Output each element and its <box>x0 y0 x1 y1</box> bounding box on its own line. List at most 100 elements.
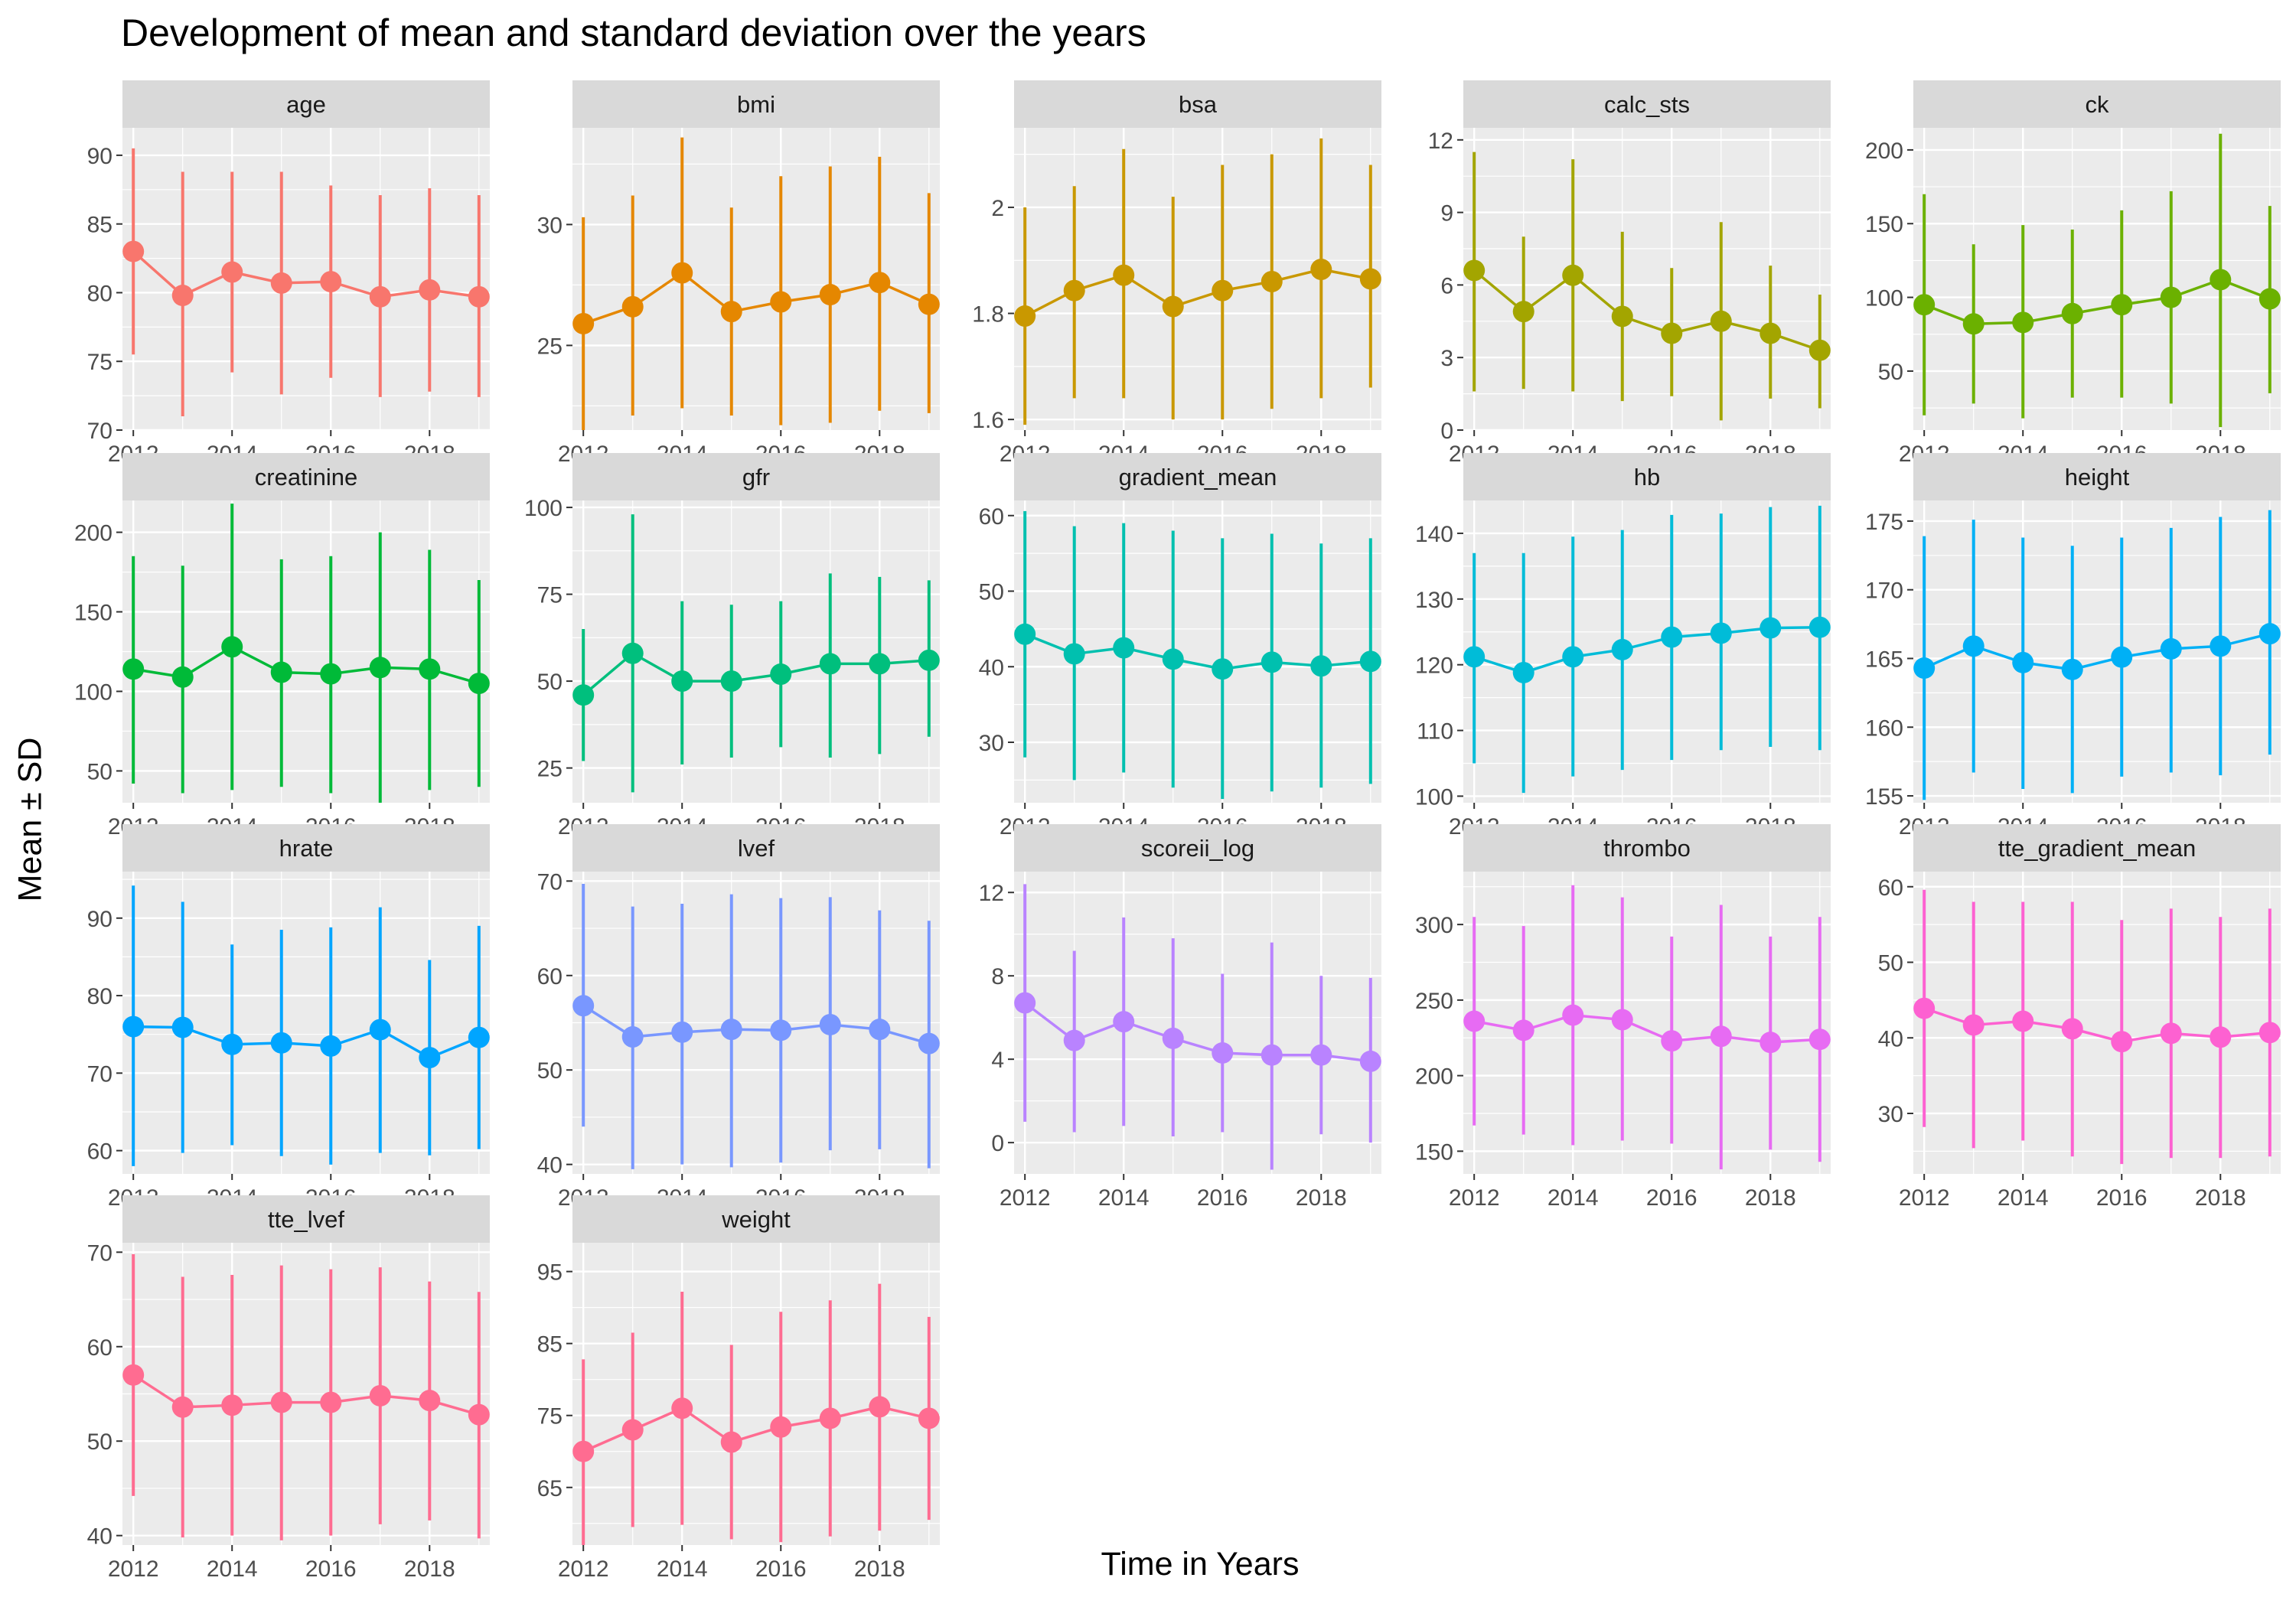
mean-point <box>1063 1029 1085 1051</box>
y-tick-label: 60 <box>537 964 563 989</box>
mean-point <box>1463 646 1486 668</box>
mean-point <box>122 1015 145 1038</box>
mean-point <box>1611 305 1633 328</box>
y-tick-label: 100 <box>1415 784 1453 810</box>
facet-strip-label: hb <box>1634 464 1660 491</box>
mean-point <box>1212 1042 1234 1064</box>
mean-point <box>171 1396 194 1418</box>
y-tick-label: 25 <box>537 757 563 782</box>
facet-strip-label: hrate <box>279 835 334 862</box>
y-tick-label: 50 <box>979 580 1004 605</box>
mean-point <box>1063 643 1085 665</box>
y-tick-label: 50 <box>1878 951 1903 976</box>
y-tick-label: 200 <box>1865 139 1903 164</box>
mean-point <box>2111 294 2133 316</box>
mean-point <box>720 670 742 693</box>
mean-point <box>1710 310 1732 332</box>
panel-background <box>1014 128 1381 430</box>
mean-point <box>1661 322 1683 344</box>
x-tick-label: 2014 <box>1548 1185 1599 1211</box>
mean-point <box>1760 617 1782 639</box>
mean-point <box>621 1419 644 1441</box>
facet-panel-gfr: gfr2550751002012201420162018 <box>524 453 940 839</box>
mean-point <box>419 658 441 680</box>
mean-point <box>1113 1011 1135 1033</box>
y-tick-label: 60 <box>1878 875 1903 901</box>
mean-point <box>221 261 243 283</box>
mean-point <box>1261 270 1283 292</box>
x-tick-label: 2016 <box>305 1556 357 1582</box>
mean-point <box>320 663 342 685</box>
mean-point <box>171 1016 194 1038</box>
y-tick-label: 140 <box>1415 522 1453 547</box>
y-axis-label: Mean ± SD <box>11 737 49 902</box>
y-tick-label: 1.8 <box>972 302 1004 328</box>
y-tick-label: 0 <box>1440 419 1453 444</box>
mean-point <box>1014 305 1036 328</box>
facet-strip <box>1913 824 2281 872</box>
y-tick-label: 160 <box>1865 715 1903 741</box>
mean-point <box>2210 269 2232 291</box>
mean-point <box>2111 1031 2133 1053</box>
facet-strip-label: scoreii_log <box>1141 835 1254 862</box>
y-tick-label: 40 <box>1878 1026 1903 1051</box>
mean-point <box>671 1021 693 1043</box>
y-tick-label: 70 <box>537 869 563 895</box>
mean-point <box>918 293 940 315</box>
mean-point <box>2160 1022 2182 1045</box>
facet-strip <box>122 453 490 500</box>
mean-point <box>2160 286 2182 308</box>
mean-point <box>270 272 292 294</box>
mean-point <box>918 1032 940 1054</box>
facet-strip <box>572 453 940 500</box>
facet-strip-label: weight <box>721 1206 791 1233</box>
facet-strip-label: creatinine <box>255 464 357 491</box>
facet-strip-label: thrombo <box>1603 835 1691 862</box>
y-tick-label: 40 <box>537 1153 563 1178</box>
facet-panel-height: height1551601651701752012201420162018 <box>1865 453 2281 839</box>
mean-point <box>320 1035 342 1057</box>
mean-point <box>171 285 194 307</box>
x-tick-label: 2016 <box>1197 1185 1248 1211</box>
mean-point <box>221 1394 243 1416</box>
y-tick-label: 85 <box>537 1332 563 1358</box>
panel-background <box>122 128 490 430</box>
panel-background <box>1463 500 1831 803</box>
mean-point <box>221 1033 243 1055</box>
mean-point <box>1962 635 1985 657</box>
mean-point <box>671 1397 693 1420</box>
mean-point <box>2061 1018 2083 1040</box>
mean-point <box>1808 339 1831 361</box>
mean-point <box>270 1032 292 1054</box>
facet-strip <box>572 1195 940 1243</box>
facet-panel-calc_sts: calc_sts0369122012201420162018 <box>1428 80 1831 467</box>
mean-point <box>369 285 391 308</box>
mean-point <box>2061 302 2083 324</box>
y-tick-label: 30 <box>979 731 1004 756</box>
x-tick-label: 2018 <box>1296 1185 1347 1211</box>
mean-point <box>1808 1028 1831 1051</box>
x-tick-label: 2014 <box>1098 1185 1150 1211</box>
mean-point <box>1014 623 1036 645</box>
y-tick-label: 80 <box>87 984 113 1009</box>
mean-point <box>770 1019 792 1041</box>
mean-point <box>869 1396 891 1418</box>
mean-point <box>1310 1044 1332 1066</box>
mean-point <box>1310 259 1332 281</box>
chart-title: Development of mean and standard deviati… <box>121 11 1146 54</box>
facet-strip <box>1463 824 1831 872</box>
x-tick-label: 2012 <box>1000 1185 1051 1211</box>
y-tick-label: 50 <box>537 1058 563 1084</box>
facet-panel-bmi: bmi25302012201420162018 <box>537 80 940 467</box>
y-tick-label: 95 <box>537 1260 563 1286</box>
mean-point <box>819 1013 841 1035</box>
mean-point <box>1710 1025 1732 1048</box>
mean-point <box>1913 657 1936 680</box>
y-tick-label: 2 <box>991 196 1004 221</box>
facet-panel-scoreii_log: scoreii_log 0 4 8 12 2012 2014 2016 2018 <box>979 824 1381 1211</box>
mean-point <box>1962 1014 1985 1036</box>
y-tick-label: 175 <box>1865 510 1903 535</box>
mean-point <box>572 684 595 706</box>
mean-point <box>1162 1027 1184 1049</box>
mean-point <box>122 658 145 680</box>
